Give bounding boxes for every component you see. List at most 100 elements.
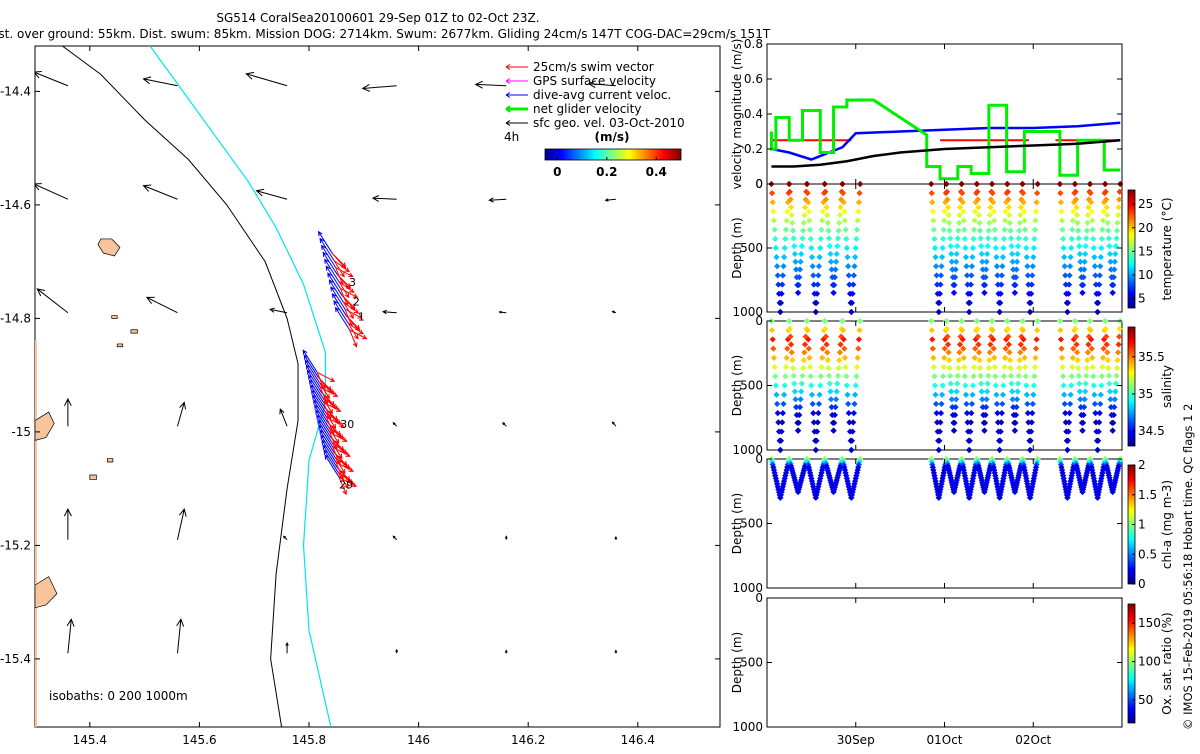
salinity-pt-377: [1067, 391, 1074, 398]
salinity-pt-184: [944, 333, 951, 340]
velocity-ytick-label-0: 0: [755, 177, 763, 191]
dac-vector-north-3: [330, 286, 346, 310]
temperature-pt-392: [1072, 188, 1079, 195]
swim-vector2-north-9: [335, 267, 354, 278]
salinity-pt-171: [937, 410, 945, 417]
island-7: [106, 458, 114, 463]
salinity-pt-170: [933, 410, 940, 417]
salinity-pt-374: [1060, 382, 1067, 389]
salinity-pt-357: [1027, 437, 1034, 444]
salinity-pt-432: [1090, 373, 1097, 380]
salinity-pt-169: [938, 400, 945, 408]
salinity-pt-237: [966, 437, 973, 444]
salinity-pt-366: [1058, 345, 1065, 352]
salinity-pt-222: [961, 373, 968, 380]
temperature-pt-346: [1023, 254, 1030, 261]
temperature-pt-385: [1065, 290, 1072, 297]
track-north: [317, 230, 368, 348]
chla-pt-209: [950, 488, 958, 496]
temperature-ylabel: Depth (m): [730, 217, 744, 278]
salinity-pt-383: [1065, 419, 1073, 426]
salinity-pt-262: [979, 404, 986, 411]
dac-vector-north-2: [331, 292, 347, 317]
temperature-pt-433: [1098, 235, 1106, 242]
salinity-pt-345: [1030, 382, 1037, 389]
oxygen-colorbar: [1127, 603, 1136, 724]
track-south: [302, 349, 358, 496]
salinity-pt-378: [1061, 400, 1068, 408]
geo-vector-11: [604, 198, 616, 202]
chla-cbar-label-2: 1: [1138, 518, 1146, 532]
temperature-pt-434: [1090, 244, 1097, 252]
temperature-pt-19: [780, 263, 787, 270]
temperature-pt-228: [963, 263, 970, 270]
swim-vector-south-13: [325, 412, 337, 430]
temperature-pt-79: [815, 263, 823, 270]
temperature-pt-170: [933, 272, 940, 279]
salinity-cbar-label-0: 34.5: [1138, 424, 1165, 438]
temperature-pt-349: [1029, 263, 1036, 270]
geo-vector-35: [614, 649, 618, 654]
dac-vector-north-1: [333, 299, 349, 324]
temperature-pt-398: [1074, 211, 1081, 219]
temperature-pt-338: [1021, 217, 1028, 224]
swim-vector2-south-21: [316, 371, 336, 382]
chla-pt-389: [1064, 494, 1071, 501]
temperature-pt-59: [794, 289, 802, 296]
salinity-pt-132: [843, 373, 850, 380]
salinity-pt-368: [1058, 354, 1066, 361]
salinity-pt-443: [1096, 419, 1103, 426]
swim-vector-north-9: [335, 267, 344, 286]
chla-cbar-title: chl-a (mg m-3): [1160, 480, 1174, 569]
temperature-pt-405: [1083, 235, 1090, 242]
velocity-ytick-label-2: 0.4: [744, 107, 763, 121]
geo-vector-12: [36, 288, 69, 314]
temperature-pt-473: [1111, 266, 1118, 273]
temperature-cbar-title: temperature (°C): [1160, 198, 1174, 301]
salinity-pt-344: [1023, 382, 1030, 389]
salinity-pt-20: [774, 410, 781, 417]
temperature-pt-382: [1062, 281, 1069, 288]
geo-vector-17: [611, 310, 617, 314]
map-panel: 3 2 1 30 29 145.4 145.6 145.8 146 146.2 146.4 -14.…: [0, 45, 721, 747]
dac-vector-north-5: [327, 272, 343, 296]
temperature-pt-376: [1061, 254, 1068, 261]
swim-vector2-north-6: [340, 287, 359, 298]
salinity-pt-417: [1079, 419, 1087, 426]
geo-vector-28: [504, 535, 508, 540]
salinity-pt-403: [1083, 364, 1090, 372]
temperature-cbar-label-4: 25: [1138, 197, 1153, 211]
temperature-pt-139: [851, 263, 858, 270]
dac-vector-north-4: [328, 279, 344, 303]
temperature-pt-471: [1111, 258, 1118, 265]
salinity-pt-463: [1113, 364, 1121, 372]
salinity-pt-127: [855, 345, 862, 352]
salinity-pt-228: [963, 400, 970, 408]
temperature-pt-441: [1096, 272, 1103, 279]
temperature-pt-171: [937, 272, 945, 279]
salinity-pt-385: [1065, 428, 1072, 435]
geo-vector-6: [35, 183, 69, 200]
salinity-pt-369: [1069, 354, 1076, 361]
geo-vector-31: [176, 618, 185, 654]
geo-vector-27: [392, 535, 398, 541]
swim-vector-south-3: [335, 462, 344, 481]
temperature-pt-436: [1091, 254, 1098, 261]
salinity-pt-404: [1075, 372, 1082, 379]
salinity-pt-376: [1061, 391, 1068, 398]
temperature-pt-394: [1072, 196, 1080, 203]
temperature-pt-229: [968, 263, 976, 270]
temperature-pt-169: [938, 263, 945, 270]
salinity-pt-429: [1099, 354, 1107, 361]
salinity-pt-214: [959, 336, 966, 343]
salinity-ytick-label-0: 0: [755, 314, 763, 328]
geo-vector-18: [64, 397, 72, 427]
temperature-pt-472: [1107, 266, 1115, 273]
oxygen-ytick-label-0: 0: [755, 591, 763, 605]
salinity-pt-80: [810, 410, 817, 417]
salinity-pt-257: [984, 380, 991, 387]
map-xtick-label-0: 145.4: [73, 733, 107, 747]
salinity-pt-19: [780, 400, 787, 408]
temperature-pt-366: [1058, 208, 1065, 215]
